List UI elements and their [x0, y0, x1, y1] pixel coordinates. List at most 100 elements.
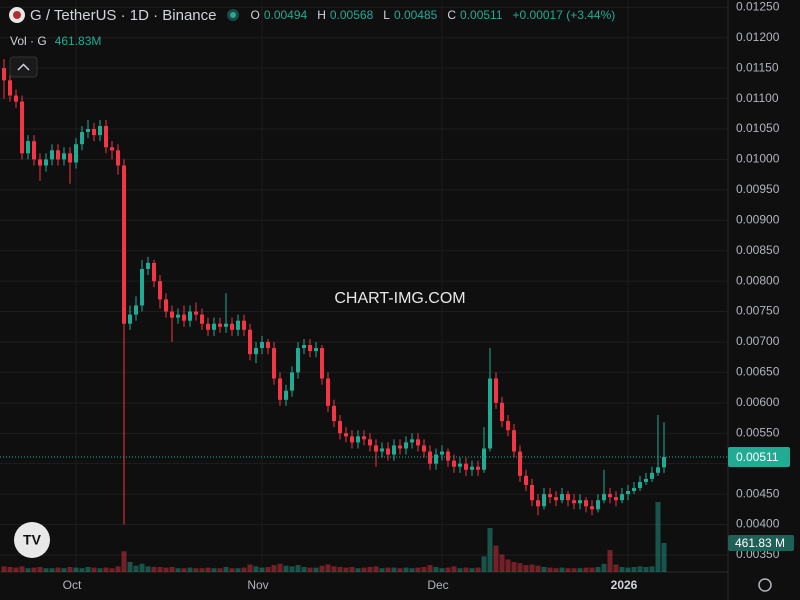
volume-bar: [235, 568, 241, 572]
open-tag: O: [250, 8, 260, 22]
volume-bar: [355, 568, 361, 572]
candle-body: [212, 323, 216, 330]
volume-bar: [421, 566, 427, 572]
volume-bar: [151, 566, 157, 572]
candle-body: [380, 448, 384, 452]
candle-body: [308, 345, 312, 352]
volume-bar: [175, 568, 181, 572]
collapse-button[interactable]: [9, 56, 38, 78]
legend-header: G / TetherUS · 1D · Binance O 0.00494 H 0.…: [8, 6, 621, 24]
volume-bar: [307, 567, 313, 572]
volume-bar: [481, 556, 487, 572]
candle-body: [524, 475, 528, 485]
candle-body: [248, 329, 252, 355]
volume-bar: [445, 567, 451, 572]
candle-body: [116, 150, 120, 166]
volume-bar: [97, 568, 103, 572]
candle-body: [92, 129, 96, 136]
y-tick-label: 0.01100: [736, 91, 779, 105]
volume-bar: [139, 563, 145, 572]
candle-body: [254, 348, 258, 355]
candle-body: [446, 451, 450, 461]
volume-bar: [379, 568, 385, 572]
volume-bar: [265, 566, 271, 572]
candle-body: [188, 311, 192, 321]
candle-body: [284, 390, 288, 400]
candle-body: [236, 320, 240, 330]
volume-bar: [439, 568, 445, 572]
last-price-label: 0.00511: [736, 450, 779, 464]
candle-body: [656, 467, 660, 473]
volume-bar: [361, 567, 367, 572]
candle-body: [224, 323, 228, 327]
volume-bar: [541, 566, 547, 572]
volume-legend: Vol · G 461.83M: [10, 34, 101, 48]
y-tick-label: 0.00600: [736, 395, 780, 409]
candle-body: [170, 311, 174, 318]
last-price-tag: [728, 446, 790, 467]
candle-body: [632, 488, 636, 492]
candle-body: [452, 460, 456, 467]
volume-bar: [463, 567, 469, 572]
volume-bar: [529, 564, 535, 572]
volume-bar: [559, 567, 565, 572]
candle-body: [530, 484, 534, 501]
volume-bar: [343, 567, 349, 572]
volume-bar: [193, 568, 199, 572]
visibility-icon[interactable]: [226, 8, 240, 22]
volume-bar: [181, 568, 187, 572]
volume-bar: [271, 565, 277, 572]
candle-body: [428, 451, 432, 464]
volume-bar: [499, 554, 505, 572]
volume-bar: [211, 568, 217, 572]
settings-icon[interactable]: [758, 578, 772, 592]
candle-body: [434, 454, 438, 464]
volume-bar: [13, 567, 19, 572]
change-value: +0.00017 (+3.44%): [512, 8, 616, 22]
high-value: 0.00568: [329, 8, 374, 22]
candle-body: [410, 439, 414, 443]
volume-bar: [115, 566, 121, 572]
volume-bar: [73, 567, 79, 572]
volume-bar: [565, 568, 571, 572]
x-tick-label: 2026: [611, 578, 638, 592]
candle-body: [548, 494, 552, 498]
candle-body: [320, 348, 324, 379]
candle-body: [638, 481, 642, 489]
volume-bar: [247, 564, 253, 572]
volume-tag-label: 461.83 M: [735, 536, 785, 550]
candle-body: [584, 500, 588, 507]
volume-bar: [67, 566, 73, 572]
symbol-title: G / TetherUS · 1D · Binance: [30, 6, 217, 24]
candle-body: [422, 445, 426, 452]
candle-body: [146, 262, 150, 269]
candle-body: [662, 456, 666, 468]
candle-body: [194, 311, 198, 315]
candle-body: [374, 445, 378, 452]
watermark: CHART-IMG.COM: [334, 290, 465, 307]
volume-bar: [61, 568, 67, 572]
tv-logo-mark: TV: [23, 532, 42, 548]
candle-body: [560, 494, 564, 501]
volume-bar: [457, 568, 463, 572]
candle-body: [68, 153, 72, 163]
collapse-icon: [17, 63, 30, 71]
candle-body: [554, 497, 558, 501]
candle-body: [20, 101, 24, 154]
volume-bar: [79, 568, 85, 572]
candle-body: [362, 436, 366, 440]
y-tick-label: 0.00800: [736, 273, 780, 287]
candle-body: [566, 494, 570, 501]
candle-body: [578, 500, 582, 504]
tv-logo[interactable]: [14, 522, 50, 558]
volume-bar: [1, 566, 7, 572]
volume-bar: [253, 566, 259, 572]
candle-body: [404, 442, 408, 449]
candle-body: [98, 125, 102, 136]
volume-bar: [367, 566, 373, 572]
candle-body: [368, 439, 372, 446]
candle-body: [464, 463, 468, 470]
candle-body: [56, 150, 60, 160]
volume-bar: [49, 568, 55, 572]
candle-body: [2, 68, 6, 81]
